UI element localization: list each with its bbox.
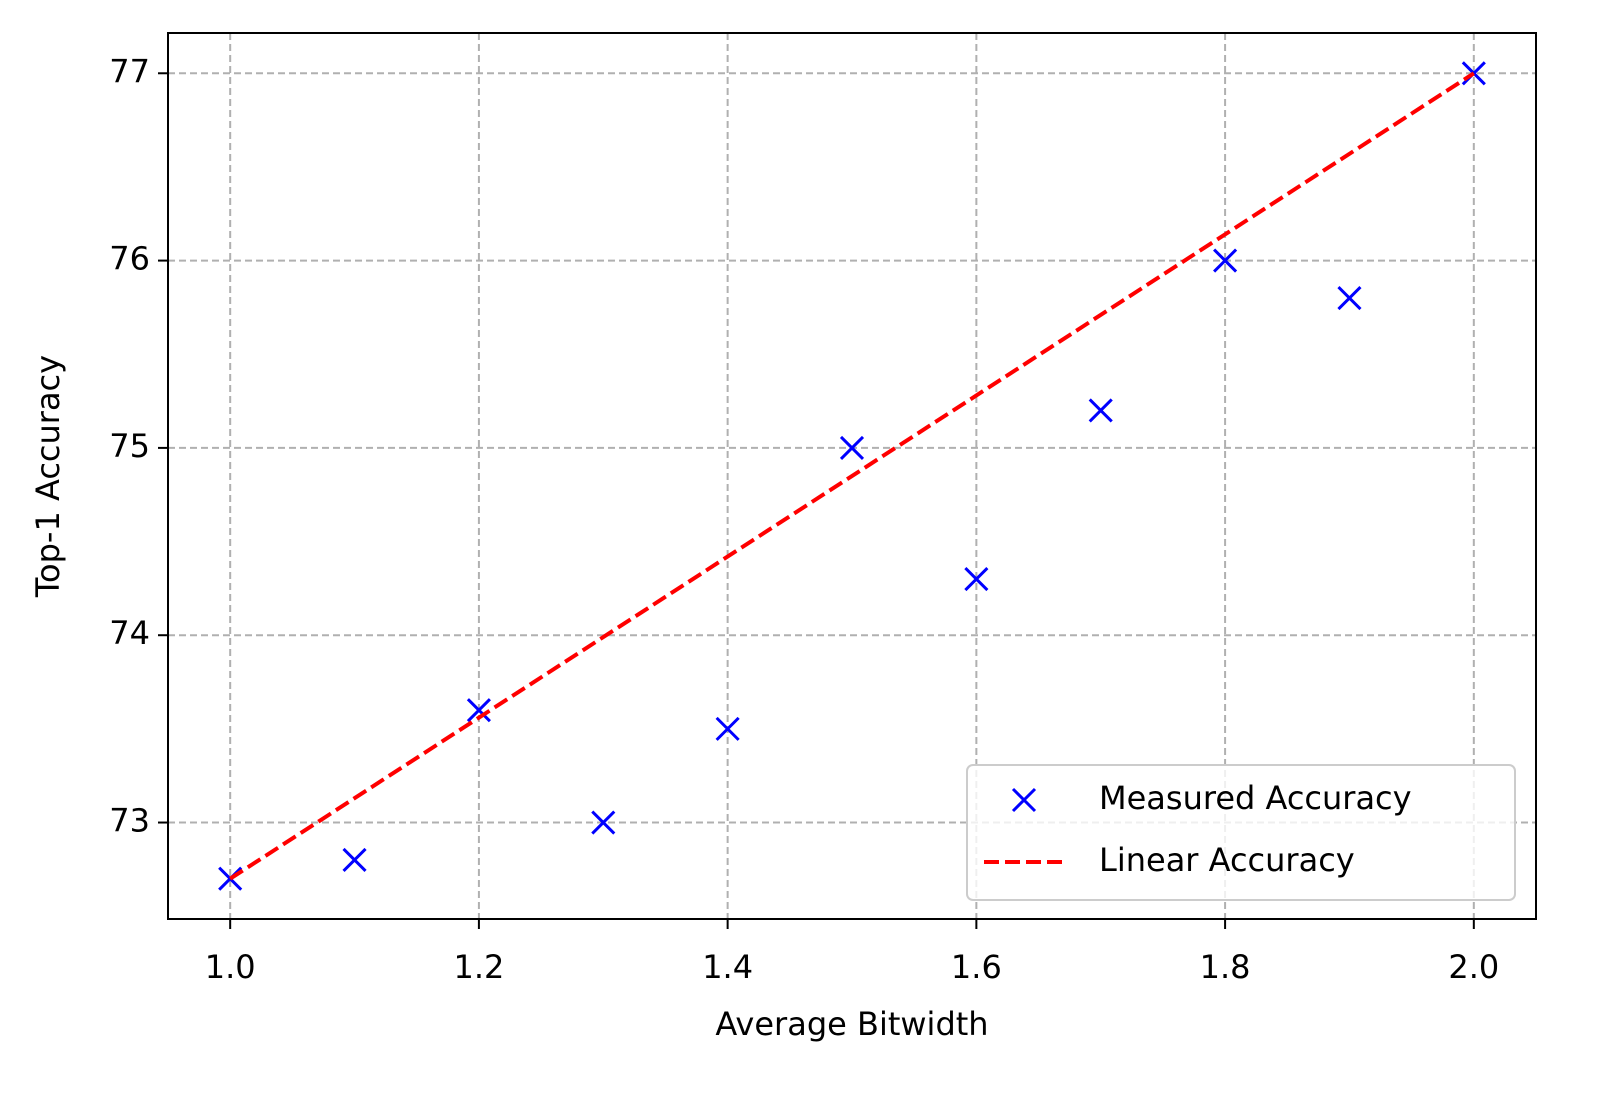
marker — [715, 716, 740, 741]
marker — [1011, 787, 1037, 813]
x-axis-label: Average Bitwidth — [715, 1005, 988, 1043]
y-tick-label: 76 — [109, 240, 150, 278]
marker — [964, 566, 989, 592]
marker — [466, 698, 491, 723]
y-tick-label: 77 — [109, 52, 150, 90]
x-tick-label: 1.0 — [205, 948, 256, 986]
marker — [342, 847, 367, 873]
marker — [1461, 61, 1486, 86]
plot-frame — [167, 32, 1537, 920]
y-axis-label: Top-1 Accuracy — [29, 355, 67, 598]
x-tick-label: 1.6 — [951, 948, 1002, 986]
y-tick-label: 75 — [109, 427, 150, 465]
marker — [839, 435, 865, 460]
marker — [591, 810, 616, 835]
x-tick-label: 2.0 — [1448, 948, 1499, 986]
legend-label: Linear Accuracy — [1099, 841, 1355, 879]
y-tick-label: 73 — [109, 802, 150, 840]
marker — [1088, 398, 1113, 423]
legend-box — [966, 764, 1516, 901]
line — [229, 71, 1475, 881]
marker — [1213, 248, 1238, 273]
x-tick-label: 1.4 — [702, 948, 753, 986]
x-tick-label: 1.2 — [453, 948, 504, 986]
x-tick-label: 1.8 — [1200, 948, 1251, 986]
y-tick-label: 74 — [109, 614, 150, 652]
marker — [1337, 285, 1362, 311]
legend-label: Measured Accuracy — [1099, 779, 1412, 817]
